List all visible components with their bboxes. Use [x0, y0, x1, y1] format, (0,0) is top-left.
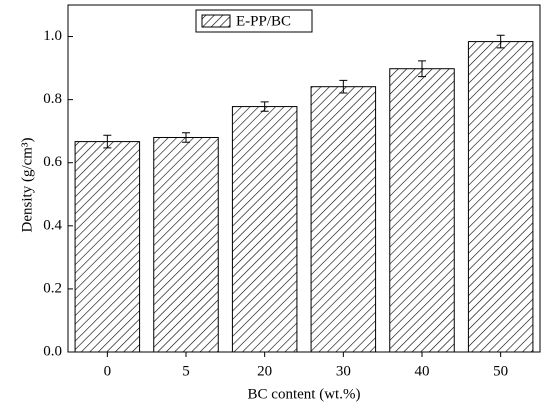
y-tick-label: 0.0 [43, 343, 62, 359]
error-bar [103, 134, 112, 149]
error-bar [418, 60, 426, 78]
bar [231, 106, 298, 353]
plot-frame [67, 4, 541, 353]
y-axis-label: Density (g/cm³) [19, 138, 35, 233]
x-tick-label: 50 [493, 363, 508, 379]
y-tick-label: 0.4 [43, 217, 62, 233]
legend-swatch [201, 14, 231, 28]
bar [74, 141, 141, 353]
bar [467, 41, 534, 353]
bar [310, 86, 377, 353]
y-tick-label: 0.6 [43, 154, 62, 170]
x-tick-label: 5 [182, 363, 190, 379]
y-tick-label: 0.2 [43, 280, 62, 296]
legend-label: E-PP/BC [236, 13, 291, 29]
error-bar [496, 34, 505, 49]
error-bar [339, 79, 348, 94]
bar [389, 68, 455, 353]
x-tick-label: 40 [415, 363, 430, 379]
y-tick-label: 1.0 [43, 28, 62, 44]
error-bar [182, 132, 190, 143]
x-tick-label: 0 [104, 363, 112, 379]
x-tick-label: 20 [257, 363, 272, 379]
x-tick-label: 30 [336, 363, 351, 379]
x-axis-label: BC content (wt.%) [248, 386, 361, 402]
error-bar [260, 101, 269, 112]
y-tick-label: 0.8 [43, 91, 62, 107]
bar [153, 136, 219, 353]
